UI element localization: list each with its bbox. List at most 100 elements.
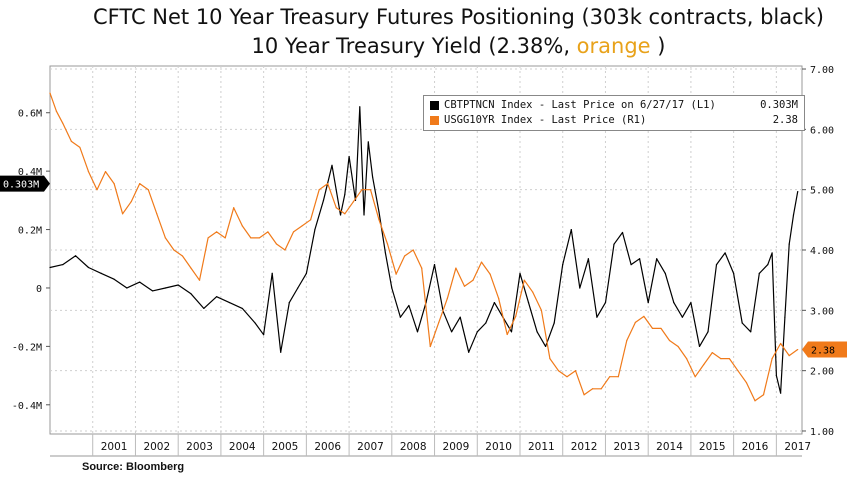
positioning-data-point (378, 211, 380, 213)
x-axis-tick-label: 2007 (357, 441, 384, 453)
yield-data-point (660, 327, 662, 330)
positioning-data-point (367, 141, 369, 143)
yield-data-point (745, 382, 748, 384)
yield-data-point (267, 231, 269, 233)
positioning-data-point (579, 287, 581, 289)
legend-swatch (430, 115, 439, 125)
yield-data-point (156, 213, 158, 215)
yield-data-point (190, 267, 192, 269)
yield-data-point (592, 388, 594, 390)
last-value-tags: 0.303M 2.38 (0, 175, 847, 358)
yield-data-point (386, 243, 389, 245)
legend-label: CBTPTNCN Index - Last Price on 6/27/17 (… (444, 99, 716, 111)
yield-data-point (651, 327, 654, 330)
x-axis-tick-label: 2009 (443, 441, 470, 453)
positioning-data-point (391, 287, 393, 289)
yield-data-point (523, 279, 525, 281)
yield-data-point (122, 213, 124, 215)
left-axis-tick-label: -0.4M (12, 401, 42, 412)
right-axis-tick-label: 2.00 (810, 367, 834, 378)
positioning-data-point (314, 228, 316, 231)
yield-data-point (369, 189, 372, 191)
left-y-axis: 0.6M 0.4M 0.2M 0 -0.2M -0.4M (12, 109, 50, 412)
positioning-data-point (690, 301, 692, 304)
x-axis-tick-label: 2010 (485, 441, 512, 453)
right-axis-tick-label: 4.00 (810, 246, 834, 257)
positioning-data-point (399, 316, 401, 318)
yield-data-point (70, 140, 72, 143)
yield-data-point (198, 279, 201, 281)
yield-data-point (583, 394, 585, 396)
positioning-data-point (493, 301, 495, 304)
yield-data-point (626, 339, 628, 342)
right-tag-shape (802, 341, 847, 358)
yield-data-point (643, 315, 645, 317)
yield-data-point (703, 364, 705, 366)
positioning-data-point (510, 331, 513, 333)
x-axis-tick-label: 2001 (101, 441, 128, 453)
positioning-data-point (664, 272, 666, 274)
positioning-data-point (228, 301, 231, 304)
legend: CBTPTNCN Index - Last Price on 6/27/17 (… (423, 95, 805, 131)
positioning-data-point (562, 264, 564, 266)
positioning-data-point (468, 351, 470, 353)
positioning-data-point (254, 322, 256, 324)
yield-data-point (318, 189, 320, 191)
positioning-data-point (784, 316, 786, 318)
right-axis-tick-label: 6.00 (810, 125, 834, 136)
yield-data-point (489, 273, 491, 275)
subtitle-prefix: 10 Year Treasury Yield (2.38%, (251, 34, 577, 58)
yield-data-point (87, 170, 90, 173)
yield-data-point (224, 237, 226, 239)
positioning-data-point (485, 322, 487, 324)
positioning-data-point (451, 331, 453, 333)
positioning-data-point (750, 331, 752, 333)
positioning-data-point (305, 272, 307, 274)
positioning-data-point (681, 316, 683, 318)
yield-data-point (463, 285, 466, 287)
positioning-data-point (75, 255, 77, 257)
right-axis-tick-label: 3.00 (810, 306, 834, 317)
yield-data-point (284, 249, 286, 251)
yield-data-point (241, 225, 243, 227)
right-axis-tick-label: 1.00 (810, 427, 834, 438)
positioning-data-point (359, 106, 361, 108)
yield-data-point (130, 201, 132, 203)
yield-data-point (310, 219, 312, 221)
legend-entry-positioning: CBTPTNCN Index - Last Price on 6/27/17 (… (430, 98, 798, 112)
yield-data-point (438, 321, 440, 323)
yield-data-point (361, 189, 363, 191)
subtitle-suffix: ) (650, 34, 666, 58)
left-axis-tick-label: 0.2M (18, 226, 42, 237)
positioning-data-point (570, 228, 572, 231)
yield-data-point (609, 376, 611, 378)
x-axis-tick-label: 2012 (571, 441, 598, 453)
source-note: Source: Bloomberg (82, 461, 185, 473)
yield-data-point (292, 231, 295, 233)
yield-data-point (352, 201, 354, 203)
yield-data-point (634, 321, 636, 323)
yield-data-point (327, 183, 329, 185)
positioning-data-point (758, 272, 760, 274)
yield-data-point (147, 189, 149, 191)
yield-data-point (566, 376, 568, 378)
yield-data-point (762, 394, 765, 396)
positioning-data-point (741, 322, 743, 324)
yield-data-point (164, 237, 166, 239)
x-axis-tick-label: 2008 (400, 441, 427, 453)
positioning-data-point (87, 266, 90, 269)
positioning-data-point (216, 296, 218, 298)
legend-value: 0.303M (760, 99, 798, 111)
positioning-data-point (331, 164, 333, 166)
x-axis-tick-label: 2003 (186, 441, 213, 453)
x-axis: 2001 2002 2003 2004 2005 2006 2007 2008 2009 2010… (50, 434, 811, 457)
left-axis-tick-label: -0.2M (12, 342, 42, 353)
subtitle-orange-word: orange (576, 34, 651, 58)
positioning-data-point (733, 272, 735, 274)
positioning-data-point (545, 345, 547, 347)
yield-data-point (532, 291, 534, 293)
yield-data-point (275, 243, 278, 245)
positioning-data-point (630, 264, 632, 266)
yield-data-point (557, 370, 560, 372)
positioning-data-point (621, 231, 624, 234)
